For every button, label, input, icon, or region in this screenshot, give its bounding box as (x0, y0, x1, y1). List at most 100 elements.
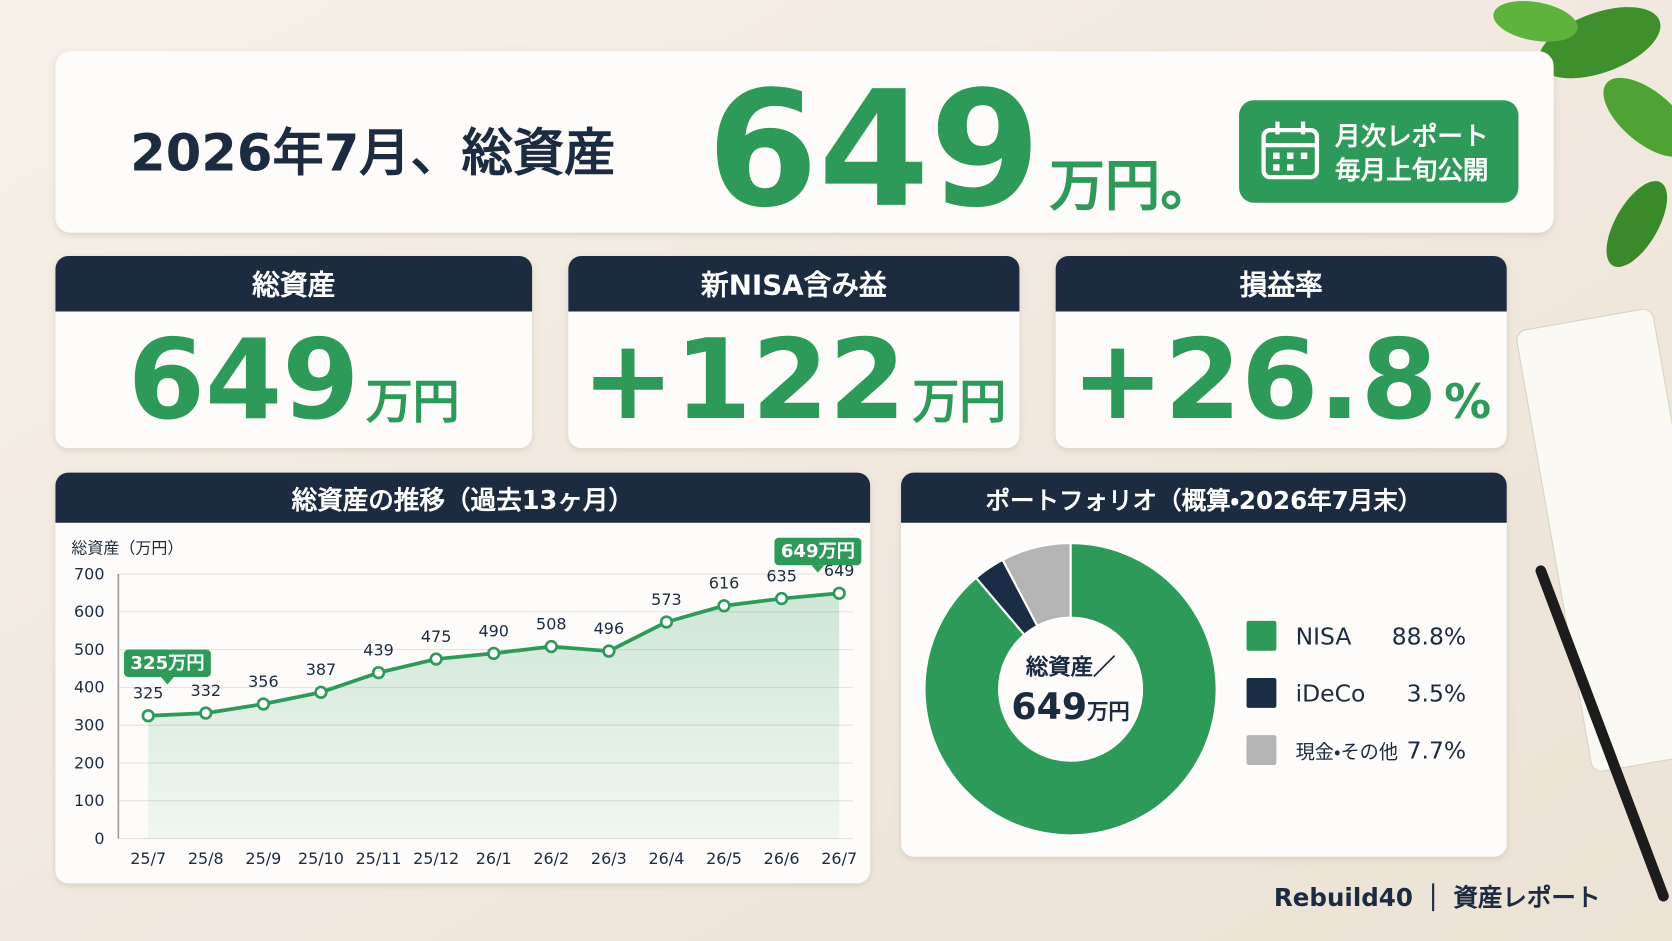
center-unit: 万円 (1087, 700, 1130, 725)
badge-line: 月次レポート (1334, 121, 1488, 152)
x-tick-label: 25/11 (356, 849, 402, 868)
point (544, 639, 558, 654)
value-label: 439 (363, 641, 394, 660)
card-header (55, 256, 533, 312)
legend-value: 3.5% (1407, 679, 1467, 707)
badge-line: 毎月上旬公開 (1335, 156, 1488, 186)
legend-value: 88.8% (1392, 622, 1466, 650)
x-tick-label: 26/4 (649, 849, 685, 868)
y-tick-label: 100 (74, 791, 105, 810)
notebook (1516, 308, 1672, 772)
point (717, 599, 731, 613)
y-tick-label: 300 (74, 716, 105, 735)
point (141, 709, 155, 723)
x-tick-label: 25/9 (245, 849, 281, 868)
kpi-unit: % (1444, 375, 1491, 430)
value-label: 635 (766, 566, 797, 585)
kpi-figure: +26.8% (1071, 316, 1491, 445)
x-tick-label: 26/6 (764, 849, 800, 868)
kpi-value: 649 (128, 316, 359, 445)
x-tick-label: 26/5 (706, 849, 742, 868)
annotation-box (123, 649, 211, 677)
card-header (55, 472, 871, 523)
center-total: 649万円 (1011, 685, 1129, 728)
card-header (568, 256, 1020, 312)
kpi-figure: +122 万円 (582, 316, 1007, 445)
value-label: 616 (709, 574, 740, 593)
y-axis-label: 総資産（万円） (71, 539, 183, 558)
kpi-title: 新NISA含み益 (700, 268, 887, 301)
x-tick-label: 25/7 (130, 849, 166, 868)
annotation-pointer (811, 565, 825, 573)
pie-chart: NISA 88.8% iDeCo 3.5% 現金・その他 7.7% (923, 541, 1467, 837)
kpi-unit: 万円 (366, 375, 460, 430)
card-header (1055, 256, 1507, 312)
pen (1535, 565, 1669, 902)
header-value: 649 (707, 56, 1041, 243)
legend-label: 現金・その他 (1296, 741, 1398, 764)
legend-label: NISA (1296, 622, 1352, 650)
calendar-icon (1261, 121, 1320, 180)
chart-title: ポートフォリオ（概算・2026年7月末） (986, 486, 1423, 515)
kpi-value: +26.8 (1071, 316, 1437, 445)
kpi-value: +122 (582, 316, 906, 445)
y-tick-label: 400 (74, 678, 105, 697)
footer-brand: Rebuild40 (1274, 883, 1413, 912)
y-tick-label: 500 (74, 640, 105, 659)
area (148, 593, 840, 839)
legend-swatch (1246, 678, 1277, 708)
value-label: 496 (594, 619, 625, 638)
point (314, 685, 328, 699)
line-chart: 0 100 200 300 400 500 600 700 325 25/7 332 25/8 356 2… (74, 537, 862, 868)
annotation: 325万円 (130, 653, 204, 674)
kpi-title: 総資産 (252, 268, 335, 301)
y-tick-label: 600 (74, 602, 105, 621)
x-tick-label: 26/7 (821, 849, 857, 868)
point (429, 652, 443, 666)
point (256, 697, 271, 711)
value-label: 356 (248, 672, 279, 691)
kpi-figure: 649 万円 (128, 316, 460, 445)
chart-title: 総資産の推移（過去13ヶ月） (292, 485, 634, 516)
point (199, 706, 213, 720)
x-tick-label: 25/8 (188, 849, 224, 868)
value-label: 649 (824, 561, 855, 580)
x-tick-label: 25/12 (413, 849, 459, 868)
value-label: 508 (536, 614, 567, 633)
annotation: 649万円 (781, 541, 855, 562)
legend-label: iDeCo (1296, 679, 1366, 707)
value-label: 387 (306, 660, 337, 679)
header-total: 649 万円。 (707, 56, 1216, 243)
annotation-pointer (161, 676, 174, 685)
legend-swatch (1246, 735, 1277, 765)
value-label: 573 (651, 590, 682, 609)
legend-swatch (1246, 620, 1277, 651)
x-tick-label: 26/3 (591, 849, 627, 868)
pie-slice (1001, 541, 1072, 628)
annotation-box (774, 537, 862, 566)
y-tick-label: 0 (94, 829, 104, 848)
point (487, 646, 501, 661)
kpi-title: 損益率 (1240, 268, 1323, 301)
legend-value: 7.7% (1407, 737, 1467, 765)
x-tick-label: 26/2 (533, 849, 569, 868)
plant (1493, 1, 1672, 267)
point (659, 615, 674, 629)
center-label: 総資産／ (1026, 653, 1116, 680)
footer-label: 資産レポート (1453, 883, 1600, 912)
point (602, 644, 616, 658)
header-title: 2026年7月、総資産 (130, 124, 615, 184)
point (832, 586, 846, 600)
kpi-unit: 万円 (912, 375, 1006, 430)
pie-slice (923, 541, 1218, 837)
y-tick-label: 200 (74, 753, 105, 772)
value-label: 332 (191, 681, 222, 700)
x-tick-label: 26/1 (476, 849, 512, 868)
value-label: 490 (478, 621, 509, 640)
y-tick-label: 700 (74, 564, 105, 583)
value-label: 325 (133, 684, 164, 703)
value-label: 475 (421, 627, 452, 646)
